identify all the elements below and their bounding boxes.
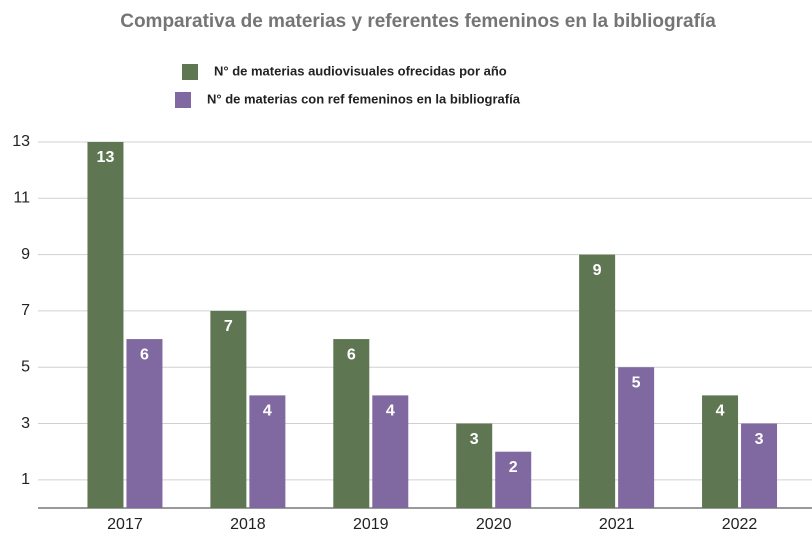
bar <box>456 423 493 508</box>
x-tick-label: 2018 <box>230 516 266 533</box>
data-label: 4 <box>716 403 725 420</box>
bar <box>372 395 409 508</box>
data-label: 13 <box>97 149 115 166</box>
data-label: 7 <box>224 318 233 335</box>
y-tick-label: 7 <box>21 302 30 319</box>
data-label: 5 <box>632 374 641 391</box>
bar <box>579 254 616 508</box>
bar <box>333 339 370 508</box>
x-tick-label: 2021 <box>599 516 635 533</box>
bar <box>618 367 655 508</box>
bar <box>87 142 124 508</box>
legend-label: N° de materias audiovisuales ofrecidas p… <box>214 63 507 78</box>
legend-swatch <box>182 64 198 80</box>
bar <box>702 395 739 508</box>
data-label: 9 <box>593 262 602 279</box>
x-tick-label: 2020 <box>476 516 512 533</box>
y-tick-label: 3 <box>21 415 30 432</box>
bar <box>495 451 532 508</box>
data-label: 4 <box>386 403 395 420</box>
bar <box>741 423 778 508</box>
x-tick-label: 2019 <box>353 516 389 533</box>
bar <box>249 395 286 508</box>
data-label: 4 <box>263 403 272 420</box>
y-tick-label: 13 <box>12 133 30 150</box>
legend-swatch <box>175 92 191 108</box>
data-label: 6 <box>140 346 149 363</box>
y-tick-label: 9 <box>21 246 30 263</box>
data-label: 6 <box>347 346 356 363</box>
bar <box>126 339 163 508</box>
bar <box>210 310 247 508</box>
chart-title: Comparativa de materias y referentes fem… <box>120 11 716 32</box>
y-tick-label: 1 <box>21 471 30 488</box>
data-label: 3 <box>470 431 479 448</box>
x-tick-label: 2017 <box>107 516 143 533</box>
data-label: 2 <box>509 459 518 476</box>
x-tick-label: 2022 <box>722 516 758 533</box>
data-label: 3 <box>755 431 764 448</box>
y-tick-label: 11 <box>13 190 30 207</box>
y-tick-label: 5 <box>21 358 30 375</box>
legend-label: N° de materias con ref femeninos en la b… <box>207 91 521 106</box>
